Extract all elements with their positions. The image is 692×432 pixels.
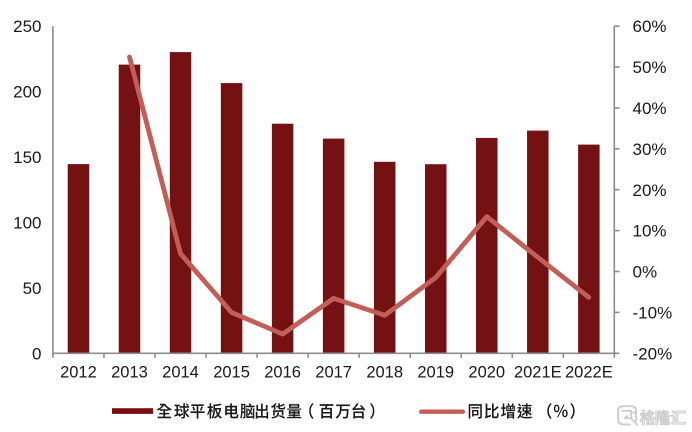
- svg-text:2019: 2019: [417, 363, 454, 381]
- svg-text:40%: 40%: [633, 99, 667, 118]
- svg-text:30%: 30%: [633, 140, 667, 159]
- svg-text:50%: 50%: [633, 58, 667, 77]
- svg-text:20%: 20%: [633, 181, 667, 200]
- svg-text:2018: 2018: [366, 363, 403, 381]
- svg-text:2020: 2020: [468, 363, 505, 381]
- svg-text:10%: 10%: [633, 222, 667, 241]
- svg-text:0: 0: [32, 344, 41, 363]
- svg-text:2022E: 2022E: [565, 363, 613, 381]
- svg-text:200: 200: [13, 83, 41, 102]
- svg-text:50: 50: [23, 279, 42, 298]
- svg-text:2017: 2017: [315, 363, 352, 381]
- svg-text:0%: 0%: [633, 263, 658, 282]
- svg-text:2014: 2014: [162, 363, 199, 381]
- svg-text:2012: 2012: [60, 363, 97, 381]
- svg-text:250: 250: [13, 17, 41, 36]
- svg-text:2013: 2013: [111, 363, 148, 381]
- svg-text:2021E: 2021E: [514, 363, 562, 381]
- svg-text:2015: 2015: [213, 363, 250, 381]
- svg-text:-10%: -10%: [633, 304, 673, 323]
- svg-text:-20%: -20%: [633, 344, 673, 363]
- svg-text:100: 100: [13, 214, 41, 233]
- svg-text:2016: 2016: [264, 363, 301, 381]
- svg-text:60%: 60%: [633, 17, 667, 36]
- svg-text:150: 150: [13, 148, 41, 167]
